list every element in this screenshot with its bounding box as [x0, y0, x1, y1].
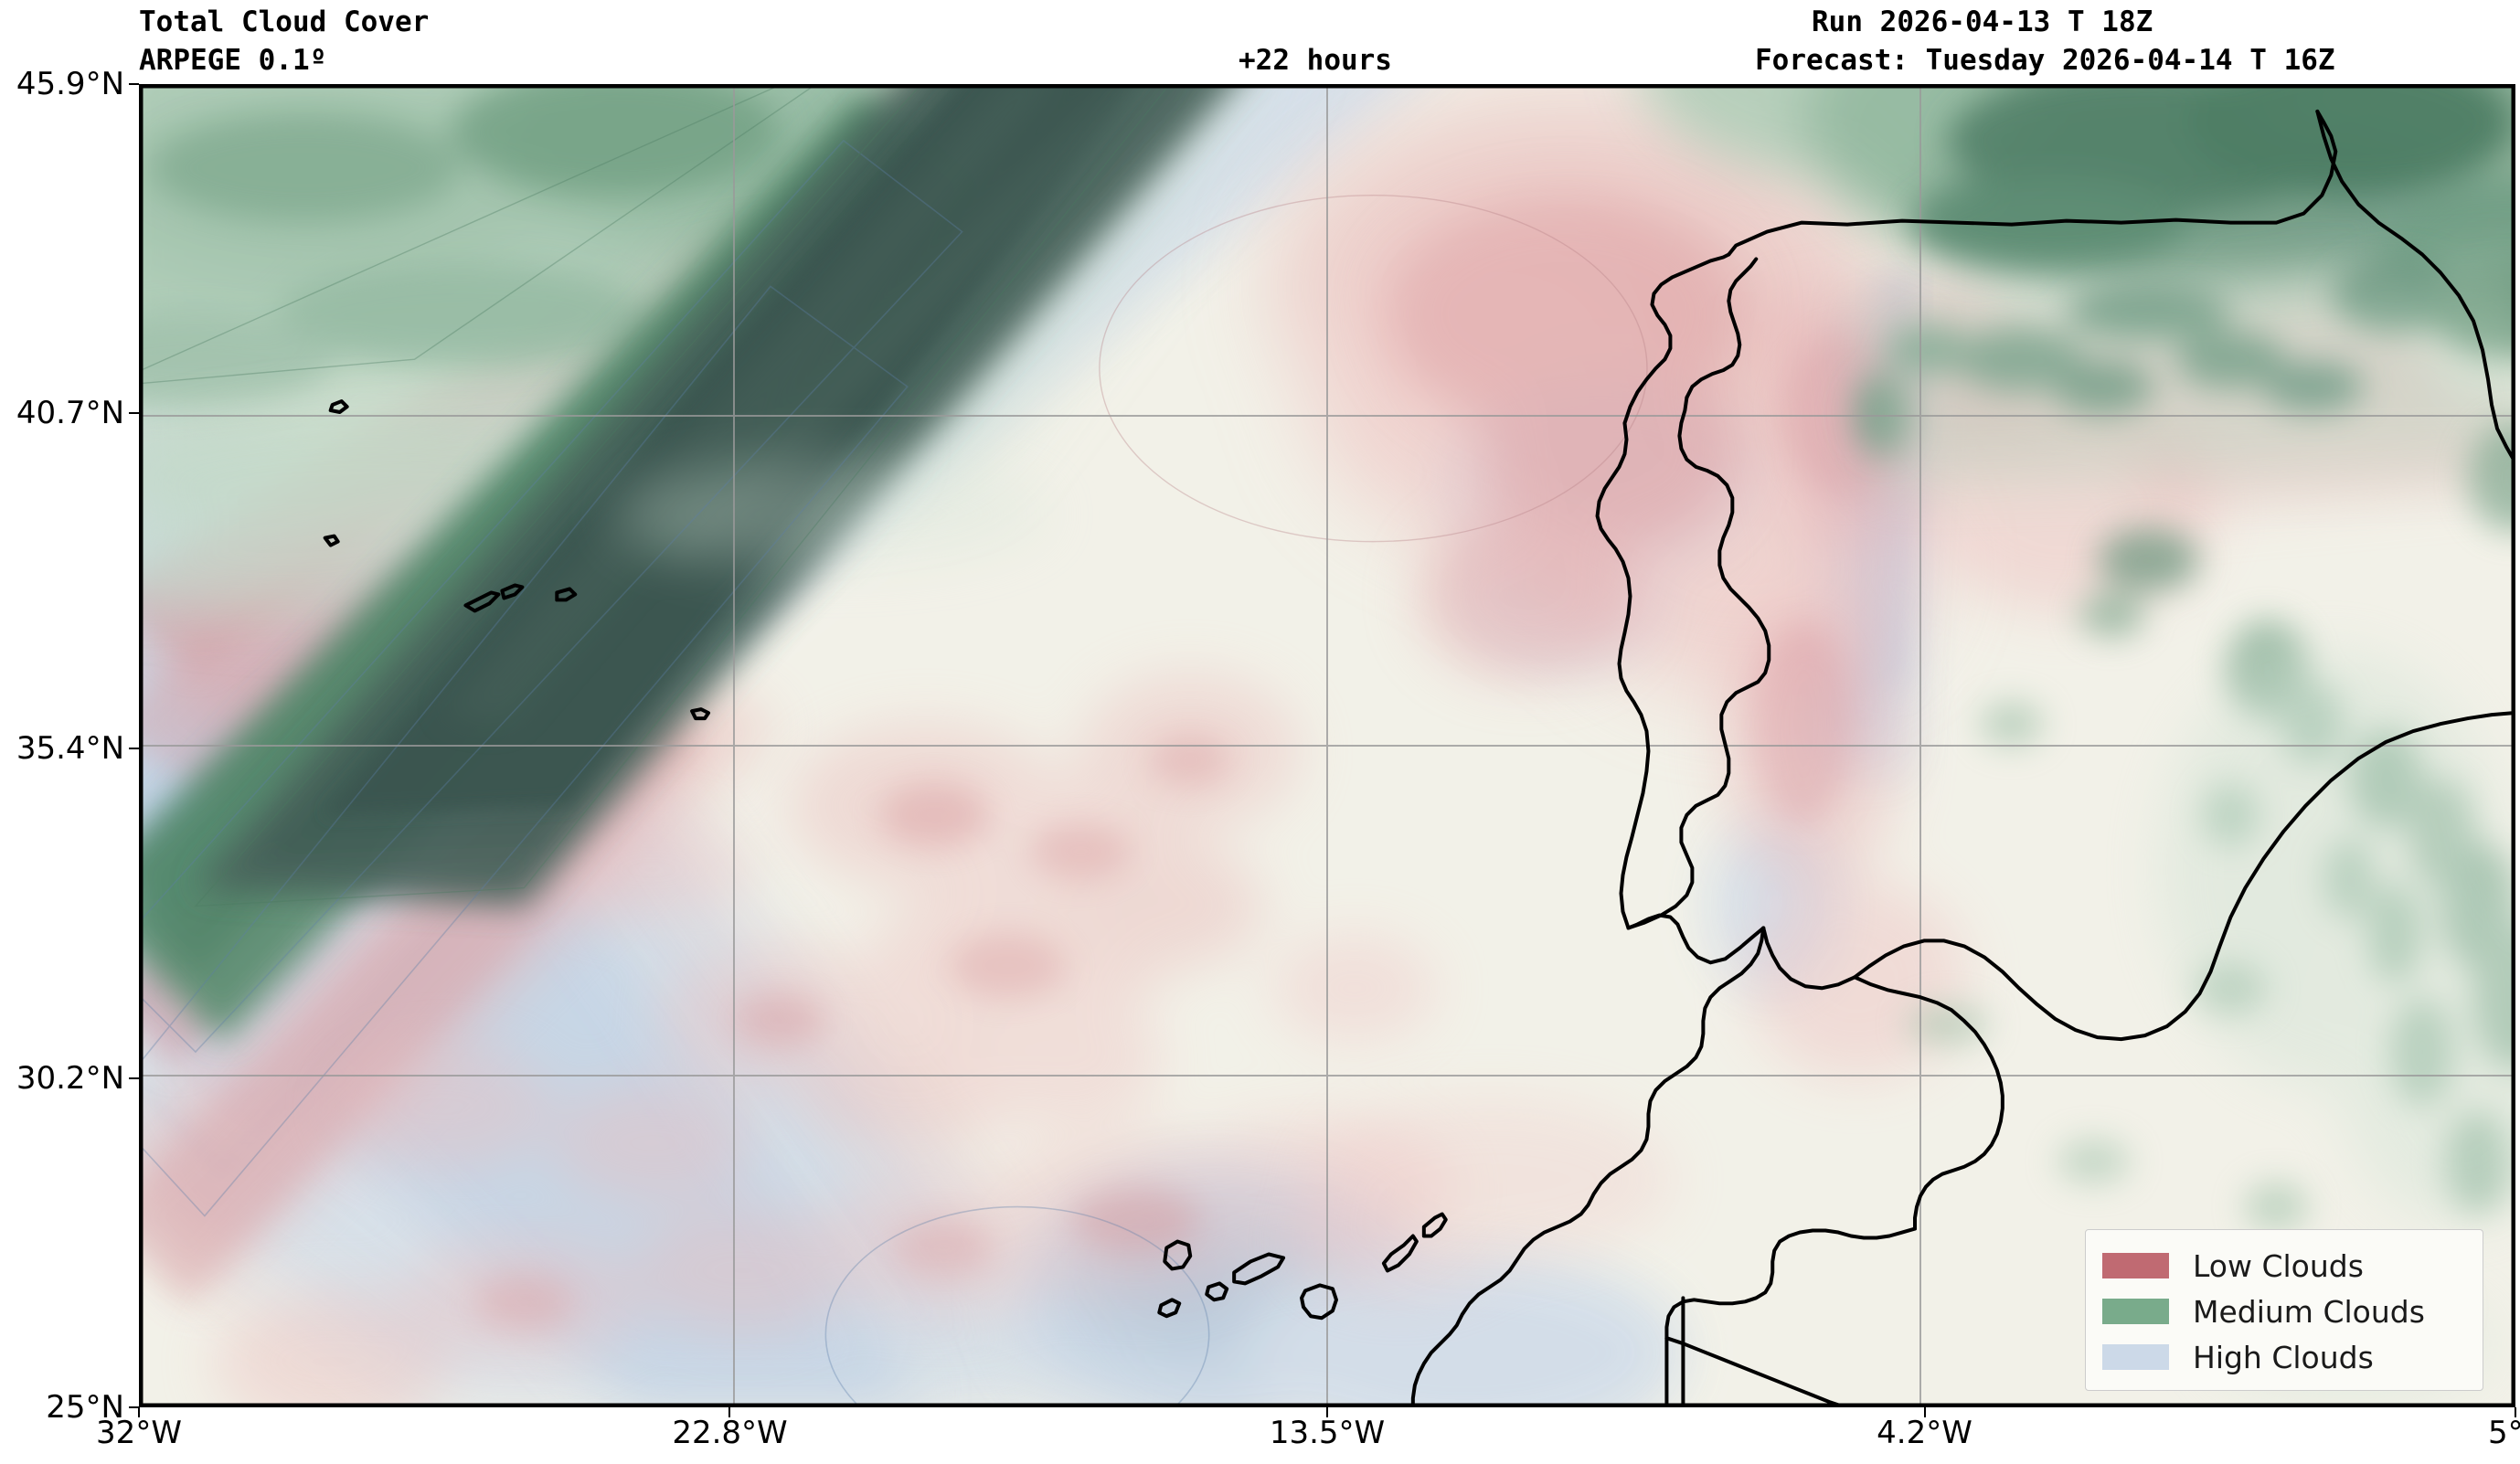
contour-lines — [141, 86, 1648, 1406]
y-tick-mark-3 — [129, 1077, 139, 1079]
y-tick-label-4: 25°N — [46, 1389, 124, 1426]
legend-item-1[interactable]: Medium Clouds — [2102, 1289, 2466, 1334]
map-plot-area[interactable] — [139, 84, 2515, 1407]
y-tick-mark-4 — [129, 1406, 139, 1408]
plot-frame-border — [141, 86, 2514, 1406]
x-tick-mark-2 — [1326, 1407, 1328, 1417]
x-tick-label-1: 22.8°W — [672, 1415, 788, 1451]
map-gridlines — [141, 86, 2514, 1406]
legend-label-2: High Clouds — [2193, 1339, 2374, 1375]
x-tick-label-0: 32°W — [96, 1415, 182, 1451]
x-tick-mark-0 — [138, 1407, 140, 1417]
y-tick-label-1: 40.7°N — [16, 395, 124, 432]
legend-item-0[interactable]: Low Clouds — [2102, 1243, 2466, 1289]
y-tick-mark-2 — [129, 748, 139, 750]
y-tick-label-2: 35.4°N — [16, 730, 124, 768]
y-tick-mark-1 — [129, 412, 139, 415]
x-tick-mark-3 — [1923, 1407, 1926, 1417]
x-tick-label-2: 13.5°W — [1269, 1415, 1386, 1451]
legend-swatch-0 — [2102, 1253, 2169, 1278]
run-time-label: Run 2026-04-13 T 18Z — [1812, 5, 2153, 38]
legend-label-1: Medium Clouds — [2193, 1293, 2425, 1330]
x-tick-mark-4 — [2515, 1407, 2516, 1417]
coastlines — [323, 109, 2514, 1406]
x-tick-mark-1 — [728, 1407, 731, 1417]
map-legend[interactable]: Low Clouds Medium Clouds High Clouds — [2085, 1229, 2483, 1391]
header-bar: Total Cloud Cover ARPEGE 0.1º +22 hours … — [0, 0, 2520, 84]
legend-item-2[interactable]: High Clouds — [2102, 1334, 2466, 1380]
lead-time-label: +22 hours — [1239, 44, 1392, 77]
legend-swatch-2 — [2102, 1344, 2169, 1370]
legend-label-0: Low Clouds — [2193, 1247, 2364, 1284]
y-tick-mark-0 — [129, 83, 139, 85]
x-tick-label-3: 4.2°W — [1877, 1415, 1972, 1451]
y-tick-label-0: 45.9°N — [16, 66, 124, 102]
forecast-label: Forecast: Tuesday 2026-04-14 T 16Z — [1755, 44, 2335, 77]
model-label: ARPEGE 0.1º — [139, 44, 327, 77]
cloud-cover-map — [141, 86, 2514, 1406]
x-tick-label-4: 5°E — [2487, 1415, 2520, 1451]
y-tick-label-3: 30.2°N — [16, 1059, 124, 1097]
legend-swatch-1 — [2102, 1299, 2169, 1324]
page-title: Total Cloud Cover — [139, 5, 430, 38]
